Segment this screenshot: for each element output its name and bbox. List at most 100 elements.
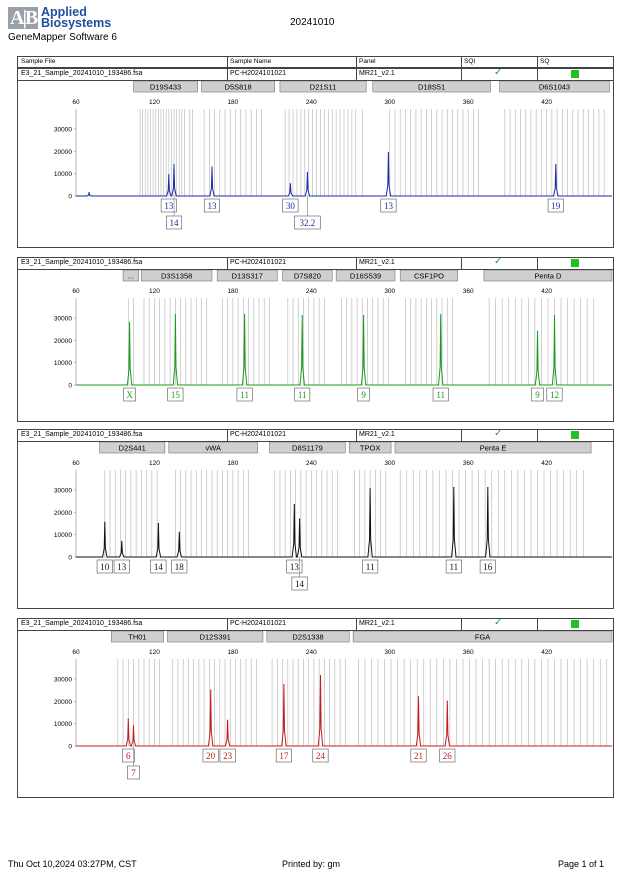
trace-black	[76, 487, 612, 558]
locus-label: D21S11	[310, 83, 337, 92]
peak	[127, 718, 129, 720]
allele-label: 11	[240, 390, 249, 400]
locus-bar	[122, 270, 140, 282]
allele-label-box	[166, 215, 183, 230]
allele-label: 19	[551, 201, 561, 211]
peak	[157, 522, 159, 525]
allele-label-box	[380, 198, 397, 213]
printed-by: Printed by: gm	[282, 859, 341, 869]
allele-label-box	[291, 576, 308, 591]
allele-label-box	[439, 748, 456, 763]
col-sample-name: Sample Name	[230, 58, 272, 65]
allele-label: 32.2	[300, 218, 316, 228]
locus-label: vWA	[205, 444, 221, 453]
sqi-check-icon: ✓	[494, 617, 503, 628]
col-sample-file: Sample File	[21, 58, 56, 65]
peak	[293, 503, 295, 506]
electropherogram-panel-black: E3_21_Sample_20241010_193486.fsa PC-H202…	[17, 428, 614, 609]
allele-label-box	[531, 387, 544, 402]
peak	[129, 321, 131, 323]
sample-file: E3_21_Sample_20241010_193486.fsa	[21, 70, 143, 77]
x-tick-label: 360	[463, 288, 474, 295]
col-sq: SQ	[540, 58, 550, 65]
peak	[104, 521, 106, 523]
allele-label-box	[432, 387, 449, 402]
y-tick-label: 30000	[54, 126, 72, 133]
locus-bar	[483, 270, 613, 282]
electropherogram-green: ... D3S1358 D13S317 D7S820 D16S539 CSF1PO Pent…	[54, 270, 613, 402]
locus-bar	[266, 631, 350, 643]
allele-label-box	[445, 559, 462, 574]
locus-label: D3S1358	[161, 272, 192, 281]
y-tick-label: 20000	[54, 510, 72, 517]
electropherogram-black: D2S441 vWA D8S1179 TPOX Penta E60 120 180 240 30…	[54, 442, 612, 591]
col-sqi: SQI	[464, 58, 476, 65]
trace-red	[76, 675, 612, 747]
allele-label: 24	[316, 751, 326, 761]
locus-label: D6S1043	[539, 83, 570, 92]
allele-label-box	[167, 387, 184, 402]
allele-label-box	[171, 559, 188, 574]
allele-label: 23	[223, 751, 233, 761]
peak	[227, 719, 229, 721]
sample-name: PC-H2024101021	[230, 259, 287, 266]
locus-bar	[394, 442, 592, 454]
allele-label: 14	[154, 562, 164, 572]
allele-label-box	[362, 559, 379, 574]
x-tick-label: 180	[227, 288, 238, 295]
x-tick-label: 300	[384, 649, 395, 656]
allele-label: 12	[550, 390, 559, 400]
locus-bar	[352, 631, 613, 643]
panel-name: MR21_v2.1	[359, 259, 395, 266]
locus-label: D8S1179	[292, 444, 323, 453]
sqi-check-icon: ✓	[494, 67, 503, 78]
y-tick-label: 10000	[54, 721, 72, 728]
x-tick-label: 240	[306, 99, 317, 106]
peak	[211, 166, 213, 168]
sq-status-icon	[571, 620, 579, 628]
sample-info-row: E3_21_Sample_20241010_193486.fsa PC-H202…	[18, 617, 613, 631]
x-tick-label: 420	[541, 288, 552, 295]
x-tick-label: 120	[149, 99, 160, 106]
peak	[446, 700, 448, 702]
peak	[301, 315, 303, 317]
allele-label-box	[294, 387, 311, 402]
allele-label: X	[126, 390, 133, 400]
y-tick-label: 30000	[54, 487, 72, 494]
allele-label: 11	[436, 390, 445, 400]
allele-label: 13	[207, 201, 217, 211]
allele-label: 16	[483, 562, 493, 572]
allele-label: 10	[100, 562, 110, 572]
allele-label-box	[547, 198, 564, 213]
x-tick-label: 60	[72, 99, 80, 106]
x-tick-label: 240	[306, 460, 317, 467]
peak	[298, 518, 301, 520]
allele-label-box	[121, 748, 135, 763]
x-tick-label: 120	[149, 288, 160, 295]
peak	[121, 540, 123, 542]
y-tick-label: 20000	[54, 338, 72, 345]
allele-label: 14	[170, 218, 180, 228]
locus-bar	[99, 442, 166, 454]
col-panel: Panel	[359, 58, 376, 65]
sqi-check-icon: ✓	[494, 256, 503, 267]
allele-label-box	[546, 387, 563, 402]
allele-label: 9	[361, 390, 366, 400]
trace-green	[76, 314, 612, 386]
locus-bar	[335, 270, 396, 282]
peak	[174, 313, 176, 316]
panel-name: MR21_v2.1	[359, 70, 395, 77]
allele-label: 30	[286, 201, 296, 211]
y-tick-label: 10000	[54, 360, 72, 367]
locus-label: D7S820	[294, 272, 321, 281]
locus-bar	[141, 270, 213, 282]
sample-file: E3_21_Sample_20241010_193486.fsa	[21, 259, 143, 266]
y-tick-label: 10000	[54, 532, 72, 539]
peak	[283, 683, 285, 686]
electropherogram-panel-blue: E3_21_Sample_20241010_193486.fsa PC-H202…	[17, 67, 614, 248]
sq-status-icon	[571, 259, 579, 267]
peak	[289, 183, 291, 185]
x-tick-label: 60	[72, 460, 80, 467]
sample-info-row: E3_21_Sample_20241010_193486.fsa PC-H202…	[18, 67, 613, 81]
